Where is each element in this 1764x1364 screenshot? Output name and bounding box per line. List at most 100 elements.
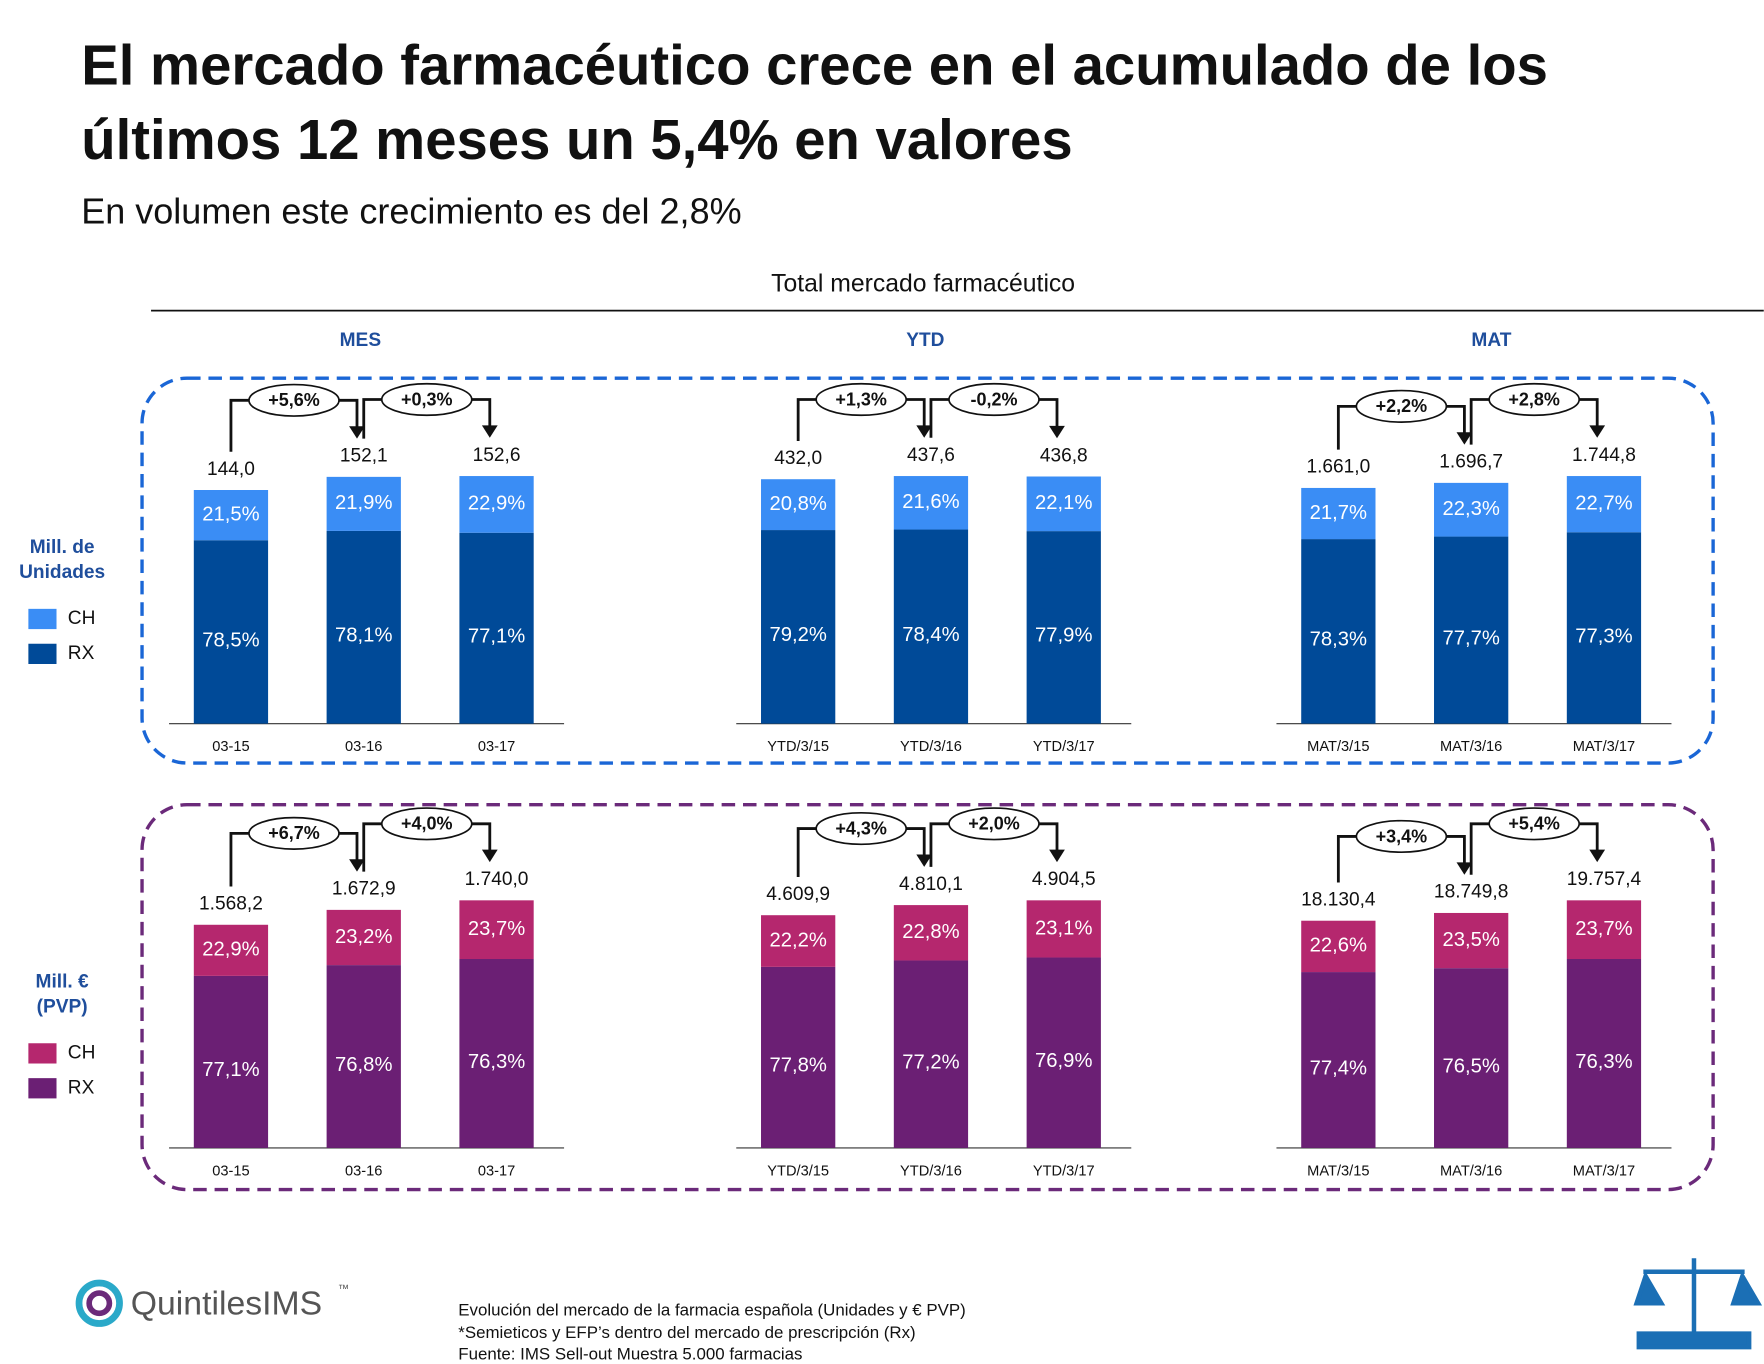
- bar-stack: [193, 490, 269, 724]
- segment-label: 22,7%: [1575, 492, 1632, 514]
- bar-stack: [1026, 900, 1101, 1148]
- bar-segment: [1026, 476, 1101, 532]
- x-tick-label: 03-15: [212, 1163, 249, 1179]
- total-label: 437,6: [907, 445, 955, 466]
- growth-label: +4,0%: [401, 814, 453, 834]
- legend-swatch: [28, 1043, 57, 1064]
- growth-label: +2,8%: [1508, 389, 1560, 409]
- x-tick-label: YTD/3/17: [1033, 739, 1095, 755]
- legend-label: CH: [68, 1042, 96, 1063]
- growth-arrowhead: [481, 849, 498, 863]
- subtitle: En volumen este crecimiento es del 2,8%: [81, 190, 741, 231]
- bar-segment: [193, 924, 269, 976]
- segment-label: 77,3%: [1575, 625, 1632, 647]
- bar-segment: [1026, 531, 1101, 724]
- total-label: 4.810,1: [899, 874, 963, 895]
- x-tick-label: MAT/3/15: [1307, 1163, 1369, 1179]
- segment-label: 76,3%: [468, 1051, 525, 1073]
- segment-label: 77,2%: [902, 1052, 959, 1074]
- bar-segment: [1026, 957, 1101, 1148]
- bar-segment: [893, 960, 969, 1148]
- bar-stack: [459, 900, 534, 1148]
- column-header: YTD: [906, 330, 944, 351]
- segment-label: 21,6%: [902, 491, 959, 513]
- total-label: 432,0: [774, 448, 822, 469]
- total-label: 436,8: [1040, 445, 1088, 466]
- row-label: Mill. €: [36, 972, 89, 993]
- total-label: 1.661,0: [1306, 457, 1370, 478]
- segment-label: 23,7%: [468, 918, 525, 940]
- legend-label: RX: [68, 1077, 95, 1098]
- bar-segment: [326, 965, 401, 1148]
- panel-frame: [140, 376, 1715, 765]
- total-label: 19.757,4: [1567, 869, 1642, 890]
- segment-label: 23,7%: [1575, 918, 1632, 940]
- title: El mercado farmacéutico crece en el acum…: [81, 34, 1548, 97]
- bar-stack: [459, 476, 534, 724]
- total-label: 1.696,7: [1439, 452, 1503, 473]
- growth-badge: [380, 382, 473, 417]
- segment-label: 20,8%: [769, 493, 826, 515]
- segment-label: 76,9%: [1035, 1050, 1092, 1072]
- segment-label: 77,1%: [202, 1059, 259, 1081]
- x-tick-label: YTD/3/16: [900, 1163, 962, 1179]
- bar-segment: [761, 530, 836, 724]
- segment-label: 77,1%: [468, 626, 525, 648]
- footnote: *Semieticos y EFP’s dentro del mercado d…: [458, 1323, 915, 1342]
- legend-swatch: [28, 608, 57, 630]
- growth-label: -0,2%: [970, 389, 1017, 409]
- segment-label: 23,1%: [1035, 917, 1092, 939]
- growth-badge: [1355, 389, 1448, 423]
- segment-label: 21,5%: [202, 503, 259, 525]
- total-label: 152,1: [340, 446, 388, 467]
- total-label: 1.672,9: [332, 879, 396, 900]
- bar-segment: [459, 476, 534, 533]
- row-label: (PVP): [37, 996, 88, 1017]
- bar-stack: [326, 476, 401, 724]
- segment-label: 22,3%: [1442, 498, 1499, 520]
- bar-stack: [1301, 920, 1376, 1148]
- growth-label: +6,7%: [268, 823, 320, 843]
- segment-label: 77,7%: [1442, 627, 1499, 649]
- x-tick-label: 03-16: [345, 739, 382, 755]
- growth-badge: [1355, 819, 1448, 854]
- total-label: 1.744,8: [1572, 445, 1636, 466]
- growth-label: +2,2%: [1376, 396, 1428, 416]
- x-tick-label: MAT/3/17: [1573, 739, 1635, 755]
- bar-segment: [459, 900, 534, 960]
- growth-badge: [1488, 807, 1581, 841]
- growth-arrowhead: [1456, 862, 1473, 875]
- total-label: 1.568,2: [199, 894, 263, 915]
- segment-label: 76,8%: [335, 1054, 392, 1076]
- growth-badge: [1488, 382, 1581, 417]
- logo-text: QuintilesIMS: [131, 1284, 322, 1322]
- segment-label: 22,2%: [769, 929, 826, 951]
- bar-segment: [326, 530, 401, 724]
- bar-stack: [1434, 912, 1509, 1148]
- segment-label: 22,1%: [1035, 492, 1092, 514]
- icon-part: [1636, 1331, 1752, 1350]
- growth-badge: [948, 382, 1040, 417]
- growth-arrowhead: [1049, 849, 1065, 863]
- growth-badge: [948, 807, 1040, 841]
- icon-part: [1633, 1270, 1763, 1306]
- segment-label: 21,7%: [1310, 502, 1367, 524]
- segment-label: 22,8%: [902, 921, 959, 943]
- bar-segment: [193, 975, 269, 1148]
- bar-segment: [1301, 487, 1376, 540]
- segment-label: 79,2%: [769, 624, 826, 646]
- legend-swatch: [28, 643, 57, 664]
- bar-stack: [1566, 900, 1642, 1148]
- legend-label: RX: [68, 643, 95, 664]
- section-title: Total mercado farmacéutico: [771, 270, 1075, 297]
- bar-segment: [1434, 912, 1509, 969]
- growth-label: +0,3%: [401, 389, 453, 409]
- bar-segment: [1566, 532, 1642, 724]
- segment-label: 77,9%: [1035, 625, 1092, 647]
- bar-segment: [193, 540, 269, 724]
- growth-label: +2,0%: [968, 814, 1020, 834]
- growth-badge: [248, 383, 340, 417]
- growth-arrowhead: [916, 854, 933, 867]
